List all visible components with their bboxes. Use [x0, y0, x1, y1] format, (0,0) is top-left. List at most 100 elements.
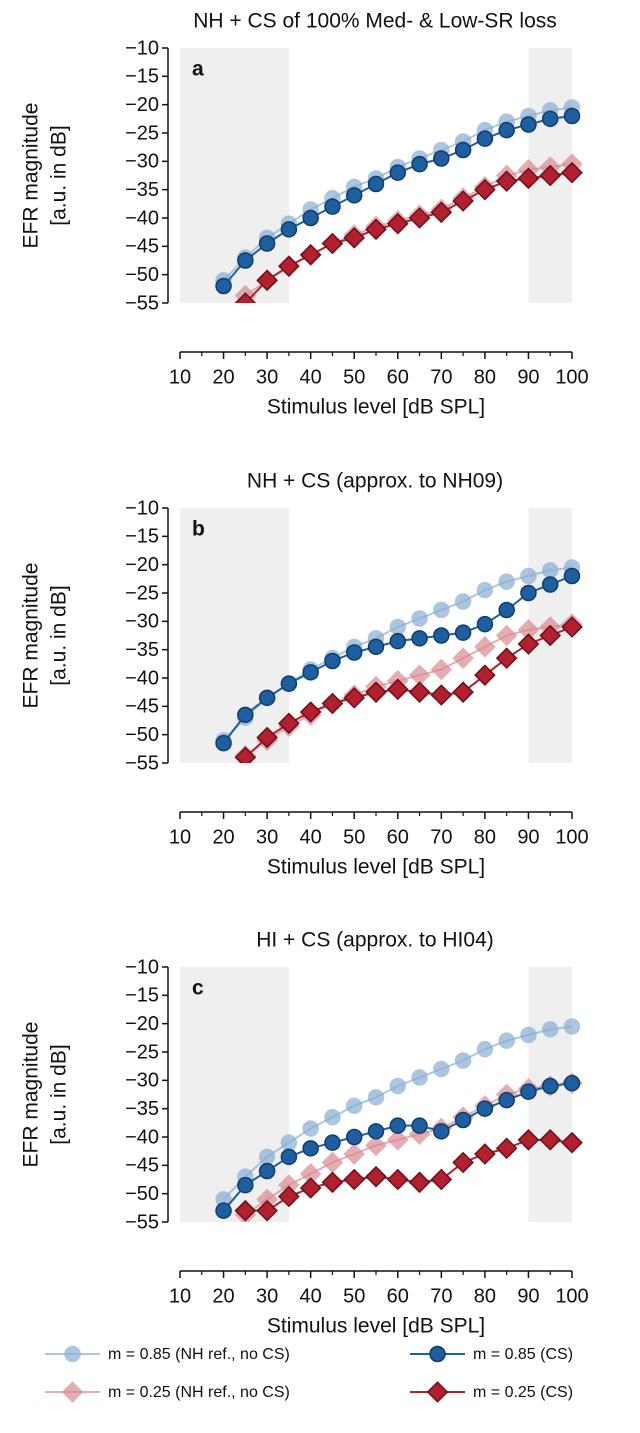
y-axis-label: [a.u. in dB] — [48, 125, 71, 225]
marker — [345, 644, 363, 661]
legend: m = 0.85 (NH ref., no CS) m = 0.25 (NH re… — [45, 1345, 573, 1403]
marker — [430, 1168, 453, 1191]
y-tick-label: −55 — [125, 752, 159, 774]
marker — [498, 1091, 515, 1109]
marker — [495, 647, 518, 669]
marker — [299, 701, 322, 723]
marker — [324, 652, 341, 670]
marker — [430, 201, 453, 224]
marker — [324, 1134, 341, 1151]
marker — [433, 1123, 450, 1140]
y-tick-label: −55 — [125, 292, 159, 314]
marker — [367, 175, 385, 193]
series-line — [244, 626, 573, 759]
marker — [476, 1040, 494, 1058]
marker — [520, 584, 537, 602]
marker — [367, 1123, 385, 1140]
marker — [258, 235, 276, 252]
y-tick-label: −20 — [125, 554, 159, 576]
x-tick-label: 100 — [555, 1285, 588, 1307]
marker — [367, 638, 385, 656]
panel-label: b — [192, 518, 205, 541]
legend-label: m = 0.85 (NH ref., no CS) — [108, 1346, 290, 1363]
legend-label: m = 0.85 (CS) — [473, 1346, 573, 1363]
marker — [520, 116, 537, 133]
y-tick-label: −25 — [125, 582, 159, 604]
x-tick-label: 60 — [387, 826, 409, 848]
marker — [452, 190, 474, 212]
x-tick-label: 80 — [474, 826, 496, 848]
y-tick-label: −30 — [125, 1070, 159, 1092]
marker — [365, 1134, 387, 1157]
marker — [61, 1381, 84, 1403]
x-tick-label: 50 — [343, 1285, 365, 1307]
marker — [345, 187, 363, 204]
marker — [237, 252, 254, 269]
marker — [539, 1129, 562, 1151]
marker — [343, 1168, 366, 1191]
y-axis-label: EFR magnitude — [20, 563, 43, 709]
marker — [539, 624, 562, 647]
y-tick-label: −40 — [125, 667, 159, 689]
marker — [561, 161, 583, 184]
marker — [433, 627, 450, 644]
x-axis-label: Stimulus level [dB SPL] — [267, 396, 485, 419]
marker — [280, 1134, 298, 1151]
marker — [256, 726, 278, 749]
marker — [302, 1140, 319, 1157]
y-tick-label: −35 — [125, 179, 159, 201]
series-layer — [215, 1018, 583, 1222]
y-axis-label: [a.u. in dB] — [48, 585, 71, 685]
marker — [498, 573, 515, 590]
series-line — [244, 623, 573, 757]
marker — [452, 647, 474, 669]
marker — [386, 1168, 409, 1191]
marker — [411, 1117, 428, 1134]
marker — [541, 576, 559, 593]
x-tick-label: 50 — [343, 826, 365, 848]
marker — [215, 277, 232, 295]
marker — [539, 164, 562, 187]
marker — [215, 1202, 232, 1219]
y-tick-label: −10 — [125, 956, 159, 978]
marker — [234, 1199, 257, 1222]
x-tick-label: 10 — [169, 366, 191, 388]
y-tick-label: −45 — [125, 236, 159, 258]
y-axis-label: EFR magnitude — [20, 1022, 43, 1168]
marker — [408, 681, 431, 703]
y-tick-label: −15 — [125, 526, 159, 548]
marker — [280, 1148, 298, 1166]
y-tick-label: −30 — [125, 611, 159, 633]
series-line — [244, 171, 573, 303]
chart-title: NH + CS of 100% Med- & Low-SR loss — [193, 10, 557, 33]
marker — [280, 221, 298, 238]
marker — [517, 1129, 540, 1151]
marker — [520, 1083, 537, 1100]
y-tick-label: −10 — [125, 497, 159, 519]
marker — [343, 227, 366, 249]
marker — [433, 601, 450, 619]
x-tick-label: 30 — [256, 1285, 278, 1307]
marker — [258, 1162, 276, 1180]
marker — [454, 593, 472, 610]
marker — [411, 1069, 428, 1086]
legend-label: m = 0.25 (NH ref., no CS) — [108, 1384, 290, 1401]
marker — [541, 562, 559, 579]
y-tick-label: −10 — [125, 37, 159, 59]
x-tick-label: 70 — [430, 826, 452, 848]
x-tick-label: 70 — [430, 1285, 452, 1307]
x-tick-label: 30 — [256, 366, 278, 388]
marker — [563, 567, 581, 585]
panel: NH + CS of 100% Med- & Low-SR loss −10 −15… — [20, 10, 589, 419]
marker — [365, 681, 387, 703]
marker — [365, 1165, 387, 1188]
marker — [476, 581, 494, 599]
marker — [237, 706, 254, 724]
marker — [452, 681, 474, 703]
series-layer — [215, 559, 583, 763]
y-axis-label: [a.u. in dB] — [48, 1044, 71, 1144]
marker — [476, 615, 494, 633]
x-tick-label: 60 — [387, 366, 409, 388]
x-tick-label: 60 — [387, 1285, 409, 1307]
